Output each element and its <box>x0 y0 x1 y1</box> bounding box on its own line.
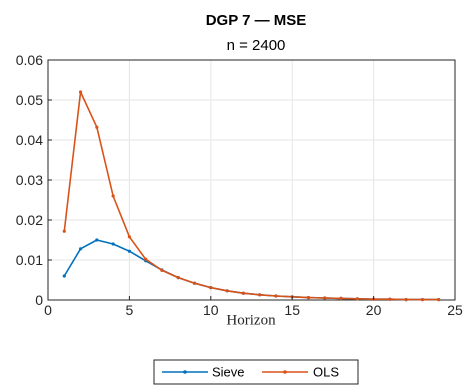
data-point-ols <box>339 296 343 300</box>
y-tick-label: 0.03 <box>16 172 43 188</box>
data-point-ols <box>78 90 83 94</box>
y-tick-label: 0.01 <box>16 252 43 268</box>
data-point-ols <box>355 297 359 301</box>
data-point-ols <box>404 298 408 302</box>
data-point-ols <box>111 194 115 198</box>
legend-label-ols: OLS <box>313 365 339 380</box>
data-point-ols <box>241 291 245 295</box>
x-tick-label: 15 <box>284 302 300 318</box>
series-line-sieve <box>63 239 439 301</box>
data-point-ols <box>209 286 213 290</box>
data-point-ols <box>160 268 164 272</box>
x-tick-label: 25 <box>447 302 463 318</box>
series-lines <box>62 90 441 302</box>
data-point-ols <box>62 229 66 233</box>
data-point-ols <box>258 293 262 297</box>
y-tick-label: 0.06 <box>16 52 43 68</box>
y-tick-label: 0 <box>35 292 43 308</box>
legend-marker-ols <box>283 370 287 374</box>
x-tick-label: 20 <box>366 302 382 318</box>
data-point-ols <box>437 298 441 302</box>
data-point-ols <box>274 294 278 298</box>
x-tick-label: 10 <box>203 302 219 318</box>
legend-label-sieve: Sieve <box>212 365 245 380</box>
legend: Sieve OLS <box>153 359 359 385</box>
data-point-ols <box>95 125 99 129</box>
legend-marker-sieve <box>183 370 187 374</box>
data-point-ols <box>323 296 327 300</box>
axis-ticks: 0 5 10 15 20 25 0 0.01 0.02 0.03 0.04 0.05 0.06 <box>16 52 463 318</box>
data-point-sieve <box>127 249 131 253</box>
data-point-ols <box>144 257 148 261</box>
data-point-sieve <box>78 247 83 251</box>
data-point-ols <box>388 297 392 301</box>
data-point-ols <box>420 298 425 302</box>
series-line-ols <box>63 91 439 301</box>
data-point-ols <box>192 281 197 285</box>
y-tick-label: 0.05 <box>16 92 43 108</box>
chart-subtitle: n = 2400 <box>227 37 286 54</box>
x-axis-label: Horizon <box>226 313 276 329</box>
x-tick-label: 5 <box>126 302 134 318</box>
data-point-ols <box>127 235 131 239</box>
data-point-ols <box>225 289 229 293</box>
data-point-ols <box>306 296 311 300</box>
x-tick-label: 0 <box>44 302 52 318</box>
data-point-sieve <box>62 274 66 278</box>
y-tick-label: 0.04 <box>16 132 43 148</box>
data-point-sieve <box>111 242 115 246</box>
chart-title: DGP 7 — MSE <box>206 12 307 29</box>
y-tick-label: 0.02 <box>16 212 43 228</box>
data-point-sieve <box>95 238 99 242</box>
data-point-ols <box>176 276 180 280</box>
